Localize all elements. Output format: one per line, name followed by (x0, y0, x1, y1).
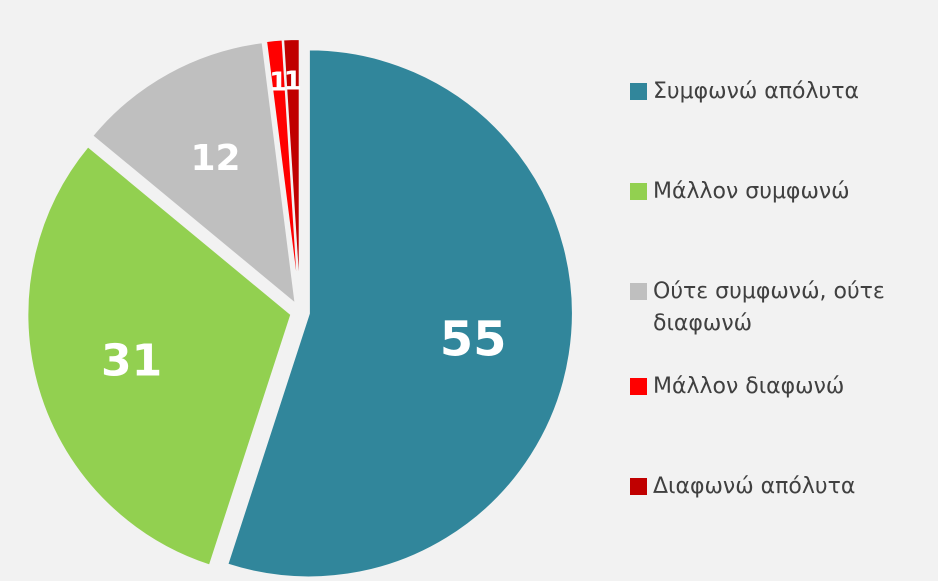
legend-label: Μάλλον συμφωνώ (653, 179, 850, 204)
pie-slice (26, 144, 293, 567)
data-label: 1 (284, 66, 302, 96)
legend-swatch (630, 478, 647, 495)
legend-label: Συμφωνώ απόλυτα (653, 79, 859, 104)
legend-item: Μάλλον συμφωνώ (630, 176, 935, 208)
legend-swatch (630, 378, 647, 395)
legend-item: Μάλλον διαφωνώ (630, 371, 935, 403)
legend-swatch (630, 283, 647, 300)
pie-slice (226, 48, 574, 579)
pie-slice (90, 41, 297, 307)
legend-item: Συμφωνώ απόλυτα (630, 76, 935, 108)
data-label: 12 (190, 138, 240, 179)
legend-swatch (630, 83, 647, 100)
data-label: 1 (269, 67, 287, 97)
data-label: 31 (101, 335, 162, 386)
legend-item: Διαφωνώ απόλυτα (630, 471, 935, 503)
pie-slice (282, 38, 301, 304)
legend-item: Ούτε συμφωνώ, ούτε διαφωνώ (630, 276, 935, 340)
legend-label: Διαφωνώ απόλυτα (653, 474, 856, 499)
legend-swatch (630, 183, 647, 200)
data-label: 55 (440, 311, 507, 367)
legend-label: Ούτε συμφωνώ, ούτε διαφωνώ (653, 279, 885, 336)
legend-label: Μάλλον διαφωνώ (653, 374, 845, 399)
